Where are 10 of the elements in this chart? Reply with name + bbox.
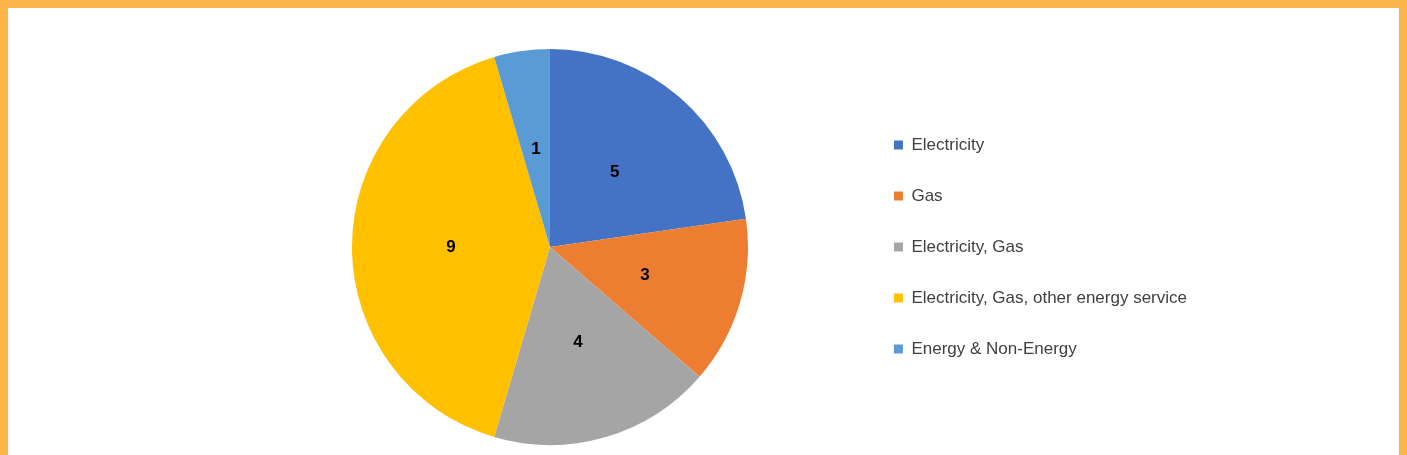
data-label: 3 — [640, 264, 650, 284]
data-label: 5 — [610, 161, 620, 181]
legend-label: Electricity — [911, 134, 985, 154]
data-label: 1 — [531, 138, 541, 158]
legend-label: Electricity, Gas — [911, 236, 1024, 256]
data-label: 4 — [573, 331, 584, 351]
data-label: 9 — [446, 236, 456, 256]
legend-label: Energy & Non-Energy — [911, 338, 1078, 358]
legend-label: Electricity, Gas, other energy service — [911, 287, 1187, 307]
legend-label: Gas — [911, 185, 943, 205]
